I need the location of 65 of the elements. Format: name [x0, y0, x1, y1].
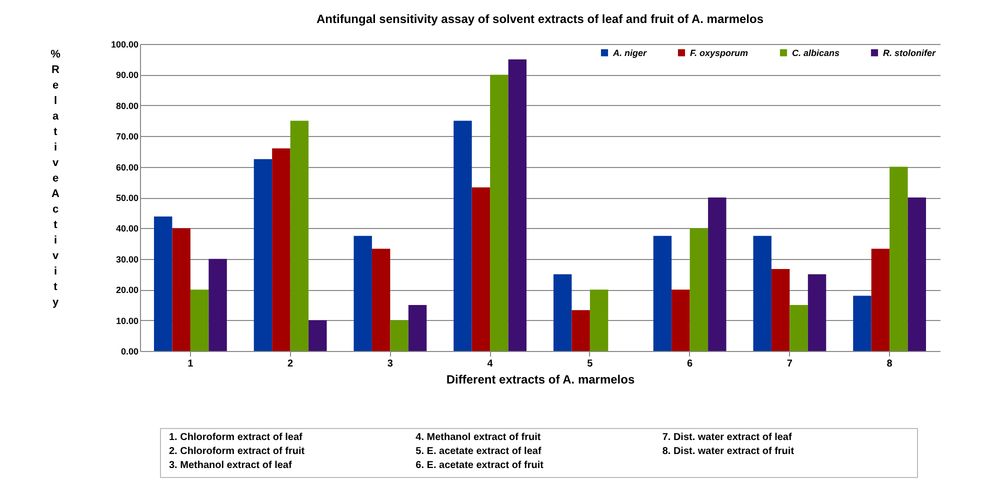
text: 3. Methanol extract of leaf [169, 460, 293, 473]
bar [454, 120, 472, 351]
bar [690, 228, 708, 351]
bar [354, 236, 372, 351]
bar [254, 159, 272, 351]
bar [572, 310, 590, 351]
bar [490, 74, 508, 351]
bar [890, 166, 908, 351]
y-tick-label: 20.00 [116, 285, 138, 296]
legend-label: C. albicans [792, 48, 840, 58]
y-tick-label: 90.00 [116, 70, 138, 80]
legend-label: A. niger [612, 48, 647, 58]
bar [408, 304, 427, 351]
x-tick-label: 7 [786, 358, 793, 370]
x-tick-label: 8 [886, 358, 893, 370]
text: % Relative Activity [50, 48, 60, 308]
x-tick-label: 6 [687, 358, 694, 370]
text: 5. E. acetate extract of leaf [416, 446, 542, 459]
bar [808, 274, 826, 351]
bar [290, 120, 309, 351]
legend-label: R. stolonifer [883, 48, 936, 58]
y-tick-label: 40.00 [116, 224, 138, 234]
bar [672, 290, 690, 351]
bar [908, 198, 926, 351]
y-tick-label: 0.00 [120, 346, 138, 356]
bar [190, 290, 209, 351]
text: 8. Dist. water extract of fruit [662, 446, 796, 459]
bar [472, 187, 490, 351]
bar [308, 320, 327, 351]
bar [390, 320, 408, 351]
y-tick-label: 60.00 [116, 162, 138, 172]
bar [590, 290, 608, 351]
chart-title: Antifungal sensitivity assay of solvent extracts of leaf and fruit of A. marmelos [316, 12, 764, 26]
x-tick-label: 1 [188, 358, 194, 370]
y-tick-label: 30.00 [116, 254, 138, 264]
bar [871, 248, 890, 351]
bar [708, 198, 726, 351]
bar [208, 258, 227, 351]
bar [372, 248, 390, 351]
text: 1. Chloroform extract of leaf [169, 432, 304, 445]
bar [753, 236, 772, 351]
bar [272, 148, 290, 351]
bar [771, 269, 790, 351]
bar [553, 274, 572, 351]
x-axis-title: Different extracts of A. marmelos [446, 372, 635, 386]
y-tick-label: 100.00 [110, 40, 138, 50]
x-tick-label: 3 [387, 358, 394, 370]
bar [653, 236, 672, 351]
bar [853, 296, 872, 351]
legend-label: F. oxysporum [690, 48, 748, 58]
x-tick-label: 5 [587, 358, 594, 370]
text: 6. E. acetate extract of fruit [416, 460, 544, 473]
bar [790, 304, 808, 351]
bar [508, 59, 527, 351]
x-tick-label: 2 [288, 358, 294, 370]
y-tick-label: 80.00 [116, 100, 138, 111]
bar [172, 228, 190, 351]
text: 7. Dist. water extract of leaf [662, 432, 793, 445]
text: 2. Chloroform extract of fruit [169, 446, 306, 459]
y-tick-label: 70.00 [116, 132, 138, 142]
x-tick-label: 4 [487, 358, 494, 370]
y-tick-label: 50.00 [116, 193, 138, 203]
bar [154, 216, 172, 351]
y-tick-label: 10.00 [116, 316, 138, 326]
text: 4. Methanol extract of fruit [416, 432, 542, 445]
